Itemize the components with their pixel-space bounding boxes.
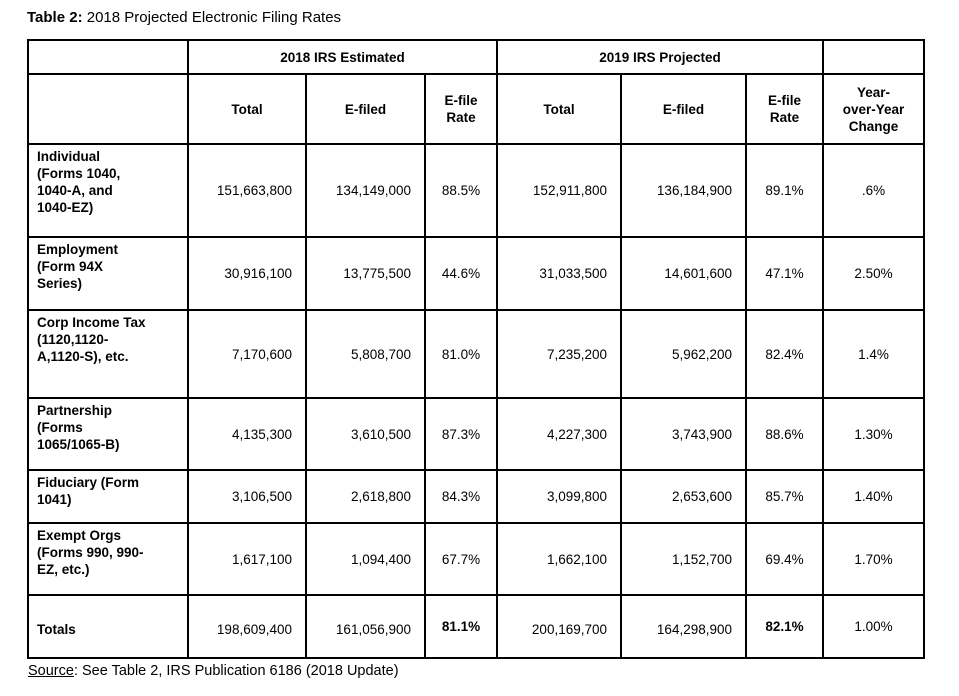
table-row: Employment (Form 94X Series) 30,916,100 …: [27, 236, 925, 311]
rate-2019-cell: 47.1%: [745, 236, 824, 311]
rowlabel-empty-cell: [27, 73, 189, 145]
totals-rate-2018: 81.1%: [424, 594, 498, 659]
total-2018-cell: 3,106,500: [187, 469, 307, 524]
yoy-cell: 2.50%: [822, 236, 925, 311]
totals-total-2019: 200,169,700: [496, 594, 622, 659]
totals-efiled-2018: 161,056,900: [305, 594, 426, 659]
efiled-2018-cell: 2,618,800: [305, 469, 426, 524]
table-row: Exempt Orgs (Forms 990, 990- EZ, etc.) 1…: [27, 522, 925, 596]
efiled-2019-cell: 2,653,600: [620, 469, 747, 524]
totals-label: Totals: [27, 594, 189, 659]
row-label: Exempt Orgs (Forms 990, 990- EZ, etc.): [27, 522, 189, 596]
efiled-2018-cell: 1,094,400: [305, 522, 426, 596]
yoy-cell: 1.40%: [822, 469, 925, 524]
efiled-2019-cell: 136,184,900: [620, 143, 747, 238]
document-page: Table 2: 2018 Projected Electronic Filin…: [27, 8, 959, 681]
source-text: : See Table 2, IRS Publication 6186 (201…: [73, 663, 399, 679]
rate-2018-cell: 67.7%: [424, 522, 498, 596]
col-header-total-2019: Total: [496, 73, 622, 145]
row-label: Employment (Form 94X Series): [27, 236, 189, 311]
col-header-efiled-2018: E-filed: [305, 73, 426, 145]
corner-empty-cell: [27, 39, 189, 75]
rate-2019-cell: 89.1%: [745, 143, 824, 238]
rate-2019-cell: 82.4%: [745, 309, 824, 399]
total-2018-cell: 30,916,100: [187, 236, 307, 311]
total-2019-cell: 7,235,200: [496, 309, 622, 399]
rate-2018-cell: 84.3%: [424, 469, 498, 524]
totals-total-2018: 198,609,400: [187, 594, 307, 659]
col-header-rate-2019: E-file Rate: [745, 73, 824, 145]
totals-efiled-2019: 164,298,900: [620, 594, 747, 659]
total-2018-cell: 1,617,100: [187, 522, 307, 596]
yoy-empty-cell: [822, 39, 925, 75]
yoy-cell: .6%: [822, 143, 925, 238]
row-label: Partnership (Forms 1065/1065-B): [27, 397, 189, 471]
yoy-cell: 1.4%: [822, 309, 925, 399]
col-header-rate-2018: E-file Rate: [424, 73, 498, 145]
total-2018-cell: 4,135,300: [187, 397, 307, 471]
source-note: Source: See Table 2, IRS Publication 618…: [27, 662, 959, 681]
total-2019-cell: 1,662,100: [496, 522, 622, 596]
table-title-text: 2018 Projected Electronic Filing Rates: [82, 9, 342, 26]
table-title-label: Table 2:: [27, 9, 83, 26]
rate-2019-cell: 85.7%: [745, 469, 824, 524]
table-row: Corp Income Tax (1120,1120- A,1120-S), e…: [27, 309, 925, 399]
col-header-total-2018: Total: [187, 73, 307, 145]
efiled-2019-cell: 1,152,700: [620, 522, 747, 596]
efiled-2018-cell: 13,775,500: [305, 236, 426, 311]
column-header-row: Total E-filed E-file Rate Total E-filed …: [27, 73, 925, 145]
total-2019-cell: 31,033,500: [496, 236, 622, 311]
row-label: Corp Income Tax (1120,1120- A,1120-S), e…: [27, 309, 189, 399]
rate-2019-cell: 69.4%: [745, 522, 824, 596]
group-header-row: 2018 IRS Estimated 2019 IRS Projected: [27, 39, 925, 75]
table-row: Fiduciary (Form 1041) 3,106,500 2,618,80…: [27, 469, 925, 524]
efiled-2018-cell: 3,610,500: [305, 397, 426, 471]
group-header-2018: 2018 IRS Estimated: [187, 39, 498, 75]
totals-yoy: 1.00%: [822, 594, 925, 659]
group-header-2019: 2019 IRS Projected: [496, 39, 824, 75]
totals-row: Totals 198,609,400 161,056,900 81.1% 200…: [27, 594, 925, 659]
efiled-2018-cell: 5,808,700: [305, 309, 426, 399]
total-2019-cell: 152,911,800: [496, 143, 622, 238]
total-2018-cell: 151,663,800: [187, 143, 307, 238]
total-2019-cell: 3,099,800: [496, 469, 622, 524]
filing-rates-table: 2018 IRS Estimated 2019 IRS Projected To…: [27, 39, 925, 659]
table-row: Individual (Forms 1040, 1040-A, and 1040…: [27, 143, 925, 238]
table-title: Table 2: 2018 Projected Electronic Filin…: [27, 8, 959, 28]
row-label: Individual (Forms 1040, 1040-A, and 1040…: [27, 143, 189, 238]
total-2018-cell: 7,170,600: [187, 309, 307, 399]
efiled-2018-cell: 134,149,000: [305, 143, 426, 238]
efiled-2019-cell: 14,601,600: [620, 236, 747, 311]
rate-2019-cell: 88.6%: [745, 397, 824, 471]
rate-2018-cell: 87.3%: [424, 397, 498, 471]
total-2019-cell: 4,227,300: [496, 397, 622, 471]
table-row: Partnership (Forms 1065/1065-B) 4,135,30…: [27, 397, 925, 471]
yoy-cell: 1.30%: [822, 397, 925, 471]
yoy-cell: 1.70%: [822, 522, 925, 596]
row-label: Fiduciary (Form 1041): [27, 469, 189, 524]
totals-rate-2019: 82.1%: [745, 594, 824, 659]
col-header-efiled-2019: E-filed: [620, 73, 747, 145]
source-label: Source: [28, 663, 74, 679]
rate-2018-cell: 88.5%: [424, 143, 498, 238]
rate-2018-cell: 44.6%: [424, 236, 498, 311]
efiled-2019-cell: 5,962,200: [620, 309, 747, 399]
col-header-yoy: Year- over-Year Change: [822, 73, 925, 145]
rate-2018-cell: 81.0%: [424, 309, 498, 399]
efiled-2019-cell: 3,743,900: [620, 397, 747, 471]
